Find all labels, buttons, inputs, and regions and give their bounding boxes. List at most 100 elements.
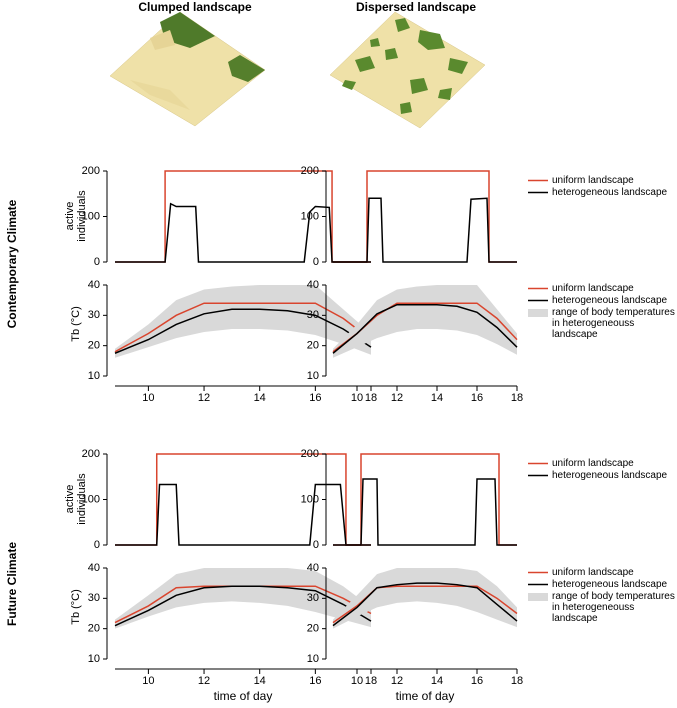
landscape-clumped xyxy=(109,11,266,127)
legend-label: uniform landscape xyxy=(552,283,634,294)
x-tick-label: 12 xyxy=(198,675,210,687)
legend-swatch xyxy=(528,299,548,302)
x-tick-label: 12 xyxy=(391,675,403,687)
series-line xyxy=(333,478,517,546)
x-tick-label: 18 xyxy=(511,675,523,687)
legend-item: heterogeneous landscape xyxy=(528,579,677,590)
legend-swatch xyxy=(528,474,548,477)
y-tick-label: 100 xyxy=(82,210,100,222)
temperature-range xyxy=(115,285,371,358)
x-axis-title: time of day xyxy=(214,689,273,703)
series-line xyxy=(114,585,372,627)
legend-swatch xyxy=(528,191,548,194)
x-tick-label: 16 xyxy=(309,392,321,404)
legend-swatch xyxy=(528,583,548,586)
y-tick-label: 40 xyxy=(307,562,319,574)
x-tick-label: 16 xyxy=(471,675,483,687)
y-tick-label: 200 xyxy=(82,448,100,460)
y-tick-label: 30 xyxy=(307,309,319,321)
legend-label: heterogeneous landscape xyxy=(552,470,668,481)
legend-swatch xyxy=(528,462,548,465)
landscape-dispersed xyxy=(329,11,486,129)
y-tick-label: 40 xyxy=(88,562,100,574)
swatch xyxy=(528,309,548,317)
x-tick-label: 12 xyxy=(198,392,210,404)
column-title: Clumped landscape xyxy=(138,0,252,14)
series-line xyxy=(115,170,371,263)
y-tick-label: 200 xyxy=(301,165,319,177)
x-tick-label: 16 xyxy=(309,675,321,687)
legend-swatch xyxy=(528,287,548,290)
x-tick-label: 14 xyxy=(431,675,443,687)
x-tick-label: 18 xyxy=(365,392,377,404)
y-tick-label: 200 xyxy=(301,448,319,460)
legend: uniform landscape heterogeneous landscape… xyxy=(528,283,677,341)
x-tick-label: 10 xyxy=(351,675,363,687)
y-tick-label: 200 xyxy=(82,165,100,177)
legend-item: heterogeneous landscape xyxy=(528,187,677,198)
series-line xyxy=(114,302,372,353)
y-tick-label: 20 xyxy=(307,623,319,635)
y-tick-label: 0 xyxy=(94,539,100,551)
legend-label: heterogeneous landscape xyxy=(552,187,668,198)
series-line xyxy=(333,197,517,263)
legend-swatch xyxy=(528,593,548,601)
y-tick-label: 30 xyxy=(307,592,319,604)
legend-label: uniform landscape xyxy=(552,567,634,578)
legend-label: range of body temperatures in heterogene… xyxy=(552,307,675,340)
y-axis-title: Tb (°C) xyxy=(70,306,82,342)
series-line xyxy=(333,453,517,546)
y-tick-label: 0 xyxy=(313,539,319,551)
y-tick-label: 10 xyxy=(307,370,319,382)
series-line xyxy=(115,453,371,546)
x-axis-title: time of day xyxy=(396,689,455,703)
x-tick-label: 16 xyxy=(471,392,483,404)
column-title: Dispersed landscape xyxy=(355,0,477,14)
y-tick-label: 100 xyxy=(301,493,319,505)
y-tick-label: 100 xyxy=(301,210,319,222)
legend-item: heterogeneous landscape xyxy=(528,295,677,306)
y-tick-label: 20 xyxy=(307,340,319,352)
series-line xyxy=(333,170,517,263)
y-tick-label: 10 xyxy=(88,653,100,665)
series-line xyxy=(332,582,518,627)
legend-item: uniform landscape xyxy=(528,567,677,578)
legend-label: uniform landscape xyxy=(552,175,634,186)
y-tick-label: 100 xyxy=(82,493,100,505)
legend: uniform landscape heterogeneous landscape xyxy=(528,458,677,482)
legend-item: uniform landscape xyxy=(528,283,677,294)
y-tick-label: 30 xyxy=(88,592,100,604)
y-axis-title: active individuals xyxy=(64,473,88,525)
y-tick-label: 0 xyxy=(313,256,319,268)
y-tick-label: 40 xyxy=(88,279,100,291)
y-axis-title: active individuals xyxy=(64,190,88,242)
legend: uniform landscape heterogeneous landscape… xyxy=(528,567,677,625)
y-tick-label: 10 xyxy=(307,653,319,665)
temperature-range xyxy=(115,568,371,629)
legend-label: range of body temperatures in heterogene… xyxy=(552,591,675,624)
series-line xyxy=(332,303,518,354)
series-line xyxy=(115,483,371,546)
x-tick-label: 12 xyxy=(391,392,403,404)
legend-item: uniform landscape xyxy=(528,458,677,469)
legend-swatch xyxy=(528,309,548,317)
legend-label: heterogeneous landscape xyxy=(552,579,668,590)
y-tick-label: 40 xyxy=(307,279,319,291)
legend-swatch xyxy=(528,571,548,574)
x-tick-label: 10 xyxy=(351,392,363,404)
y-tick-label: 20 xyxy=(88,623,100,635)
legend: uniform landscape heterogeneous landscape xyxy=(528,175,677,199)
legend-item: heterogeneous landscape xyxy=(528,470,677,481)
legend-item: uniform landscape xyxy=(528,175,677,186)
swatch xyxy=(528,593,548,601)
legend-label: heterogeneous landscape xyxy=(552,295,668,306)
x-tick-label: 14 xyxy=(431,392,443,404)
legend-item: range of body temperatures in heterogene… xyxy=(528,591,677,624)
series-line xyxy=(115,202,371,263)
temperature-range xyxy=(333,568,517,629)
x-tick-label: 14 xyxy=(254,392,266,404)
y-tick-label: 20 xyxy=(88,340,100,352)
x-tick-label: 18 xyxy=(365,675,377,687)
